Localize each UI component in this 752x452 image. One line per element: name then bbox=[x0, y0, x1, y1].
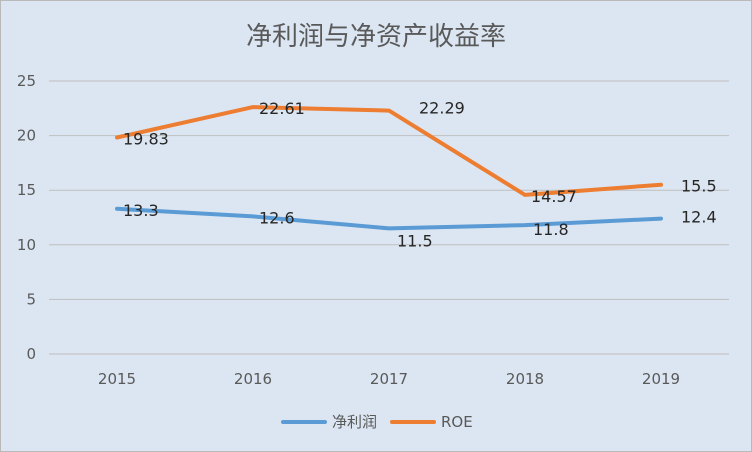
legend: 净利润 ROE bbox=[281, 413, 473, 431]
series-line-roe bbox=[115, 105, 663, 197]
legend-label: ROE bbox=[441, 413, 473, 431]
legend-label: 净利润 bbox=[332, 413, 377, 431]
y-tick-label: 25 bbox=[17, 72, 36, 90]
data-label: 15.5 bbox=[681, 177, 717, 196]
data-label: 22.61 bbox=[259, 99, 305, 118]
y-tick-label: 10 bbox=[17, 236, 36, 254]
chart-title: 净利润与净资产收益率 bbox=[246, 22, 506, 52]
y-axis: 0 5 10 15 20 25 bbox=[17, 72, 36, 363]
x-axis: 2015 2016 2017 2018 2019 bbox=[98, 370, 680, 388]
y-tick-label: 0 bbox=[26, 345, 36, 363]
x-tick-label: 2017 bbox=[370, 370, 408, 388]
data-label: 13.3 bbox=[123, 201, 159, 220]
data-label: 11.8 bbox=[533, 220, 569, 239]
data-label: 22.29 bbox=[419, 99, 465, 118]
data-label: 12.6 bbox=[259, 208, 295, 227]
data-label: 12.4 bbox=[681, 208, 717, 227]
data-label: 19.83 bbox=[123, 129, 169, 148]
series-line-net-profit bbox=[115, 206, 663, 231]
data-label: 11.5 bbox=[397, 231, 433, 250]
y-tick-label: 20 bbox=[17, 127, 36, 145]
x-tick-label: 2016 bbox=[234, 370, 272, 388]
y-tick-label: 15 bbox=[17, 181, 36, 199]
data-label: 14.57 bbox=[531, 187, 577, 206]
data-labels: 13.3 12.6 11.5 11.8 12.4 19.83 22.61 22.29 14.57… bbox=[123, 99, 717, 251]
gridlines bbox=[49, 80, 729, 355]
x-tick-label: 2019 bbox=[642, 370, 680, 388]
series-lines bbox=[115, 105, 663, 231]
y-tick-label: 5 bbox=[26, 290, 36, 308]
x-tick-label: 2015 bbox=[98, 370, 136, 388]
x-tick-label: 2018 bbox=[506, 370, 544, 388]
